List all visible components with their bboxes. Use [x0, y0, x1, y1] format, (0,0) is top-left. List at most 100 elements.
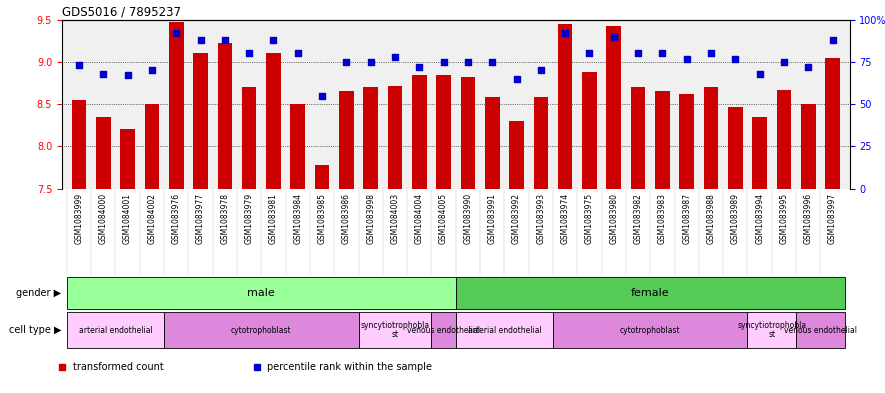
- Point: [631, 50, 645, 57]
- Point: [704, 50, 718, 57]
- Text: GSM1084003: GSM1084003: [390, 193, 399, 244]
- Point: [461, 59, 475, 65]
- Bar: [777, 90, 791, 189]
- Point: [364, 59, 378, 65]
- Bar: [553, 312, 748, 348]
- Bar: [66, 312, 164, 348]
- Bar: [96, 117, 111, 189]
- Bar: [582, 72, 596, 189]
- Text: GSM1083985: GSM1083985: [318, 193, 327, 244]
- Text: GSM1084004: GSM1084004: [415, 193, 424, 244]
- Point: [485, 59, 499, 65]
- Bar: [436, 75, 451, 189]
- Bar: [164, 312, 358, 348]
- Bar: [66, 277, 456, 309]
- Point: [680, 55, 694, 62]
- Text: GSM1083986: GSM1083986: [342, 193, 350, 244]
- Point: [169, 30, 183, 36]
- Bar: [266, 53, 281, 189]
- Bar: [460, 77, 475, 189]
- Bar: [339, 92, 354, 189]
- Point: [96, 71, 111, 77]
- Point: [436, 59, 450, 65]
- Text: GSM1083999: GSM1083999: [74, 193, 83, 244]
- Text: GDS5016 / 7895237: GDS5016 / 7895237: [62, 6, 181, 18]
- Point: [218, 37, 232, 43]
- Bar: [144, 104, 159, 189]
- Bar: [534, 97, 548, 189]
- Bar: [120, 130, 135, 189]
- Text: GSM1083997: GSM1083997: [828, 193, 837, 244]
- Bar: [796, 312, 845, 348]
- Text: GSM1083975: GSM1083975: [585, 193, 594, 244]
- Point: [72, 62, 86, 68]
- Point: [339, 59, 353, 65]
- Point: [194, 37, 208, 43]
- Text: transformed count: transformed count: [73, 362, 164, 373]
- Point: [120, 72, 135, 79]
- Text: syncytiotrophobla
st: syncytiotrophobla st: [360, 321, 429, 340]
- Bar: [558, 24, 573, 189]
- Bar: [680, 94, 694, 189]
- Bar: [456, 312, 553, 348]
- Point: [558, 30, 573, 36]
- Point: [826, 37, 840, 43]
- Bar: [432, 312, 456, 348]
- Point: [801, 64, 815, 70]
- Bar: [242, 87, 257, 189]
- Bar: [606, 26, 621, 189]
- Bar: [412, 75, 427, 189]
- Text: GSM1083976: GSM1083976: [172, 193, 181, 244]
- Bar: [364, 87, 378, 189]
- Point: [266, 37, 281, 43]
- Text: cytotrophoblast: cytotrophoblast: [231, 326, 291, 334]
- Text: venous endothelial: venous endothelial: [407, 326, 481, 334]
- Text: GSM1083994: GSM1083994: [755, 193, 764, 244]
- Text: GSM1083984: GSM1083984: [293, 193, 303, 244]
- Point: [145, 67, 159, 73]
- Bar: [456, 277, 845, 309]
- Text: gender ▶: gender ▶: [16, 288, 61, 298]
- Text: GSM1083993: GSM1083993: [536, 193, 545, 244]
- Text: GSM1083978: GSM1083978: [220, 193, 229, 244]
- Text: arterial endothelial: arterial endothelial: [79, 326, 152, 334]
- Text: male: male: [248, 288, 275, 298]
- Point: [242, 50, 257, 57]
- Text: GSM1083979: GSM1083979: [244, 193, 254, 244]
- Bar: [72, 100, 86, 189]
- Bar: [748, 312, 796, 348]
- Text: venous endothelial: venous endothelial: [784, 326, 857, 334]
- Text: GSM1083998: GSM1083998: [366, 193, 375, 244]
- Bar: [655, 92, 670, 189]
- Point: [777, 59, 791, 65]
- Text: GSM1083992: GSM1083992: [512, 193, 521, 244]
- Text: GSM1083980: GSM1083980: [609, 193, 619, 244]
- Point: [315, 92, 329, 99]
- Text: GSM1083996: GSM1083996: [804, 193, 812, 244]
- Bar: [358, 312, 432, 348]
- Text: GSM1083981: GSM1083981: [269, 193, 278, 244]
- Point: [607, 33, 621, 40]
- Bar: [704, 87, 719, 189]
- Text: GSM1083982: GSM1083982: [634, 193, 643, 244]
- Text: GSM1084001: GSM1084001: [123, 193, 132, 244]
- Text: female: female: [631, 288, 670, 298]
- Bar: [388, 86, 403, 189]
- Text: arterial endothelial: arterial endothelial: [467, 326, 542, 334]
- Text: GSM1084002: GSM1084002: [148, 193, 157, 244]
- Bar: [631, 87, 645, 189]
- Bar: [509, 121, 524, 189]
- Text: GSM1083995: GSM1083995: [780, 193, 789, 244]
- Text: GSM1084005: GSM1084005: [439, 193, 448, 244]
- Bar: [801, 104, 816, 189]
- Point: [582, 50, 596, 57]
- Bar: [218, 43, 232, 189]
- Point: [510, 75, 524, 82]
- Text: GSM1083989: GSM1083989: [731, 193, 740, 244]
- Bar: [169, 22, 183, 189]
- Point: [412, 64, 427, 70]
- Point: [388, 54, 402, 60]
- Text: GSM1083990: GSM1083990: [464, 193, 473, 244]
- Point: [655, 50, 669, 57]
- Bar: [315, 165, 329, 189]
